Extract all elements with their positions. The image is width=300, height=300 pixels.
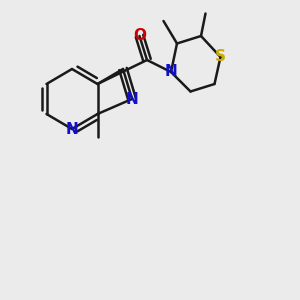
Text: N: N: [126, 92, 138, 106]
Text: N: N: [165, 64, 177, 80]
Text: S: S: [215, 50, 226, 64]
Text: O: O: [133, 28, 146, 44]
Text: N: N: [66, 122, 78, 136]
